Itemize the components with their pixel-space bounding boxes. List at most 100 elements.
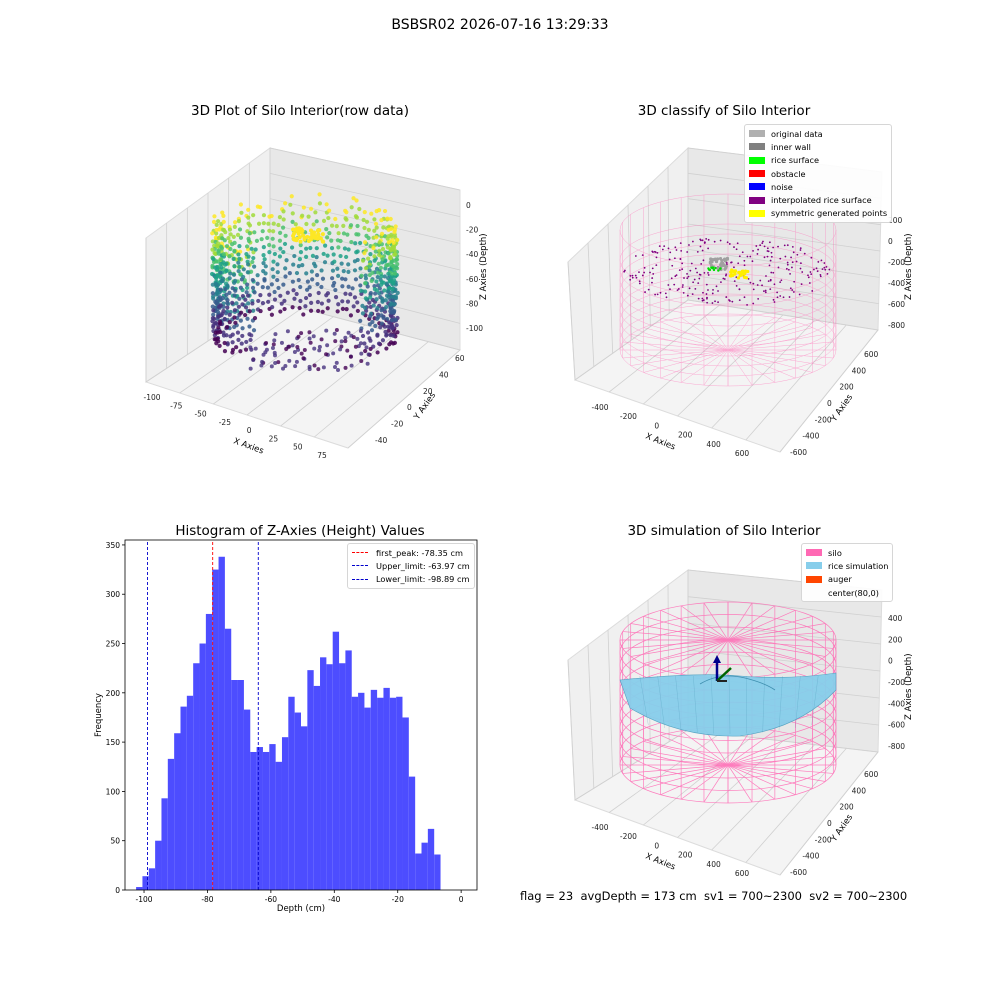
hist-bar [237, 680, 244, 890]
p1-z-tick-4: -80 [466, 299, 478, 308]
hist-ytick-7: 350 [106, 541, 121, 550]
hist-bar [332, 631, 340, 890]
hist-bar [167, 758, 175, 890]
hist-xtick-3: -40 [328, 895, 340, 904]
p4-x-tick-0: -400 [591, 823, 608, 832]
hist-xlabel: Depth (cm) [277, 904, 325, 914]
hist-ytick-6: 300 [106, 590, 121, 599]
hist-bar [307, 670, 314, 890]
histogram-frame [124, 539, 478, 891]
p1-x-tick-0: -100 [143, 393, 160, 402]
hist-bar [161, 798, 168, 890]
p2-z-tick-4: -600 [888, 300, 905, 309]
hist-bar [155, 840, 162, 890]
p2-xlabel: X Axies [644, 432, 677, 453]
p2-z-tick-1: 0 [888, 237, 893, 246]
hist-bar [294, 712, 301, 890]
p4-title: 3D simulation of Silo Interior [627, 523, 821, 539]
p4-z-tick-1: 200 [888, 635, 903, 644]
p2-y-tick-3: 0 [827, 399, 832, 408]
p4-y-tick-3: 0 [827, 819, 832, 828]
hist-bar [396, 696, 403, 890]
p2-x-tick-5: 600 [735, 449, 750, 458]
legend-entry-first-peak: first_peak: -78.35 cm [352, 546, 470, 559]
p2-x-tick-3: 200 [678, 431, 693, 440]
p4-x-tick-3: 200 [678, 851, 693, 860]
p1-x-tick-3: -25 [219, 418, 231, 427]
hist-bar [193, 663, 200, 890]
hist-ytick-0: 0 [115, 886, 120, 895]
legend-entry-lower-limit: Lower_limit: -98.89 cm [352, 573, 470, 586]
hist-bar [389, 697, 397, 890]
hist-bar [231, 680, 238, 890]
hist-bar [212, 569, 219, 890]
hist-bar [339, 663, 346, 890]
p1-z-tick-1: -20 [466, 226, 478, 235]
p1-x-tick-2: -50 [194, 410, 206, 419]
hist-bar [326, 664, 333, 890]
p4-x-tick-4: 400 [706, 860, 721, 869]
p1-x-tick-5: 25 [269, 434, 279, 443]
p1-title: 3D Plot of Silo Interior(row data) [191, 103, 409, 119]
hist-bar [148, 868, 156, 890]
legend-entry-symmetric: symmetric generated points [749, 207, 887, 220]
hist-bar [186, 695, 194, 890]
hist-bar [288, 696, 295, 890]
p1-x-tick-6: 50 [293, 443, 303, 452]
p4-zlabel: Z Axies (Depth) [904, 653, 914, 720]
p2-zlabel: Z Axies (Depth) [904, 233, 914, 300]
figure-suptitle: BSBSR02 2026-07-16 13:29:33 [391, 17, 609, 33]
hist-bar [218, 556, 225, 890]
p4-x-tick-5: 600 [735, 869, 750, 878]
p4-z-tick-6: -800 [888, 742, 905, 751]
hist-bar [199, 643, 206, 890]
classify-legend: original data inner wall rice surface ob… [744, 124, 893, 224]
hist-bar [415, 853, 422, 890]
p2-x-tick-0: -400 [591, 403, 608, 412]
rice-simulation-surface [619, 672, 837, 737]
p2-z-tick-5: -800 [888, 321, 905, 330]
simulation-3d-plot: -400 -200 0 200 400 600 -600 -400 -200 0 200 400 600… [567, 569, 914, 878]
p4-y-tick-6: 600 [864, 770, 879, 779]
p1-y-tick-2: 0 [407, 403, 412, 412]
p4-y-tick-1: -400 [802, 852, 819, 861]
p4-y-tick-4: 200 [839, 803, 854, 812]
p1-y-tick-4: 40 [439, 370, 449, 379]
legend-entry-rice-surface: rice surface [749, 154, 887, 167]
hist-bar [421, 842, 428, 890]
legend-entry-noise: noise [749, 180, 887, 193]
hist-bar [358, 692, 365, 890]
legend-entry-original-data: original data [749, 127, 887, 140]
auger-axes [713, 655, 732, 682]
histogram-legend: first_peak: -78.35 cm Upper_limit: -63.9… [347, 543, 475, 589]
hist-bar [142, 876, 149, 890]
p1-y-tick-3: 20 [423, 387, 433, 396]
p4-z-tick-5: -600 [888, 721, 905, 730]
hist-bar [427, 828, 435, 890]
status-footer: flag = 23 avgDepth = 173 cm sv1 = 700~23… [520, 889, 908, 903]
p2-y-tick-0: -600 [790, 448, 807, 457]
p4-ylabel: Y Axies [829, 812, 856, 844]
p1-x-tick-4: 0 [247, 426, 252, 435]
legend-entry-interpolated: interpolated rice surface [749, 193, 887, 206]
hist-xtick-4: -20 [392, 895, 404, 904]
legend-entry-upper-limit: Upper_limit: -63.97 cm [352, 559, 470, 572]
hist-bar [402, 717, 409, 890]
hist-ytick-3: 150 [106, 738, 121, 747]
simulation-legend: silo rice simulation auger center(80,0) [801, 543, 894, 603]
hist-ylabel: Frequency [94, 693, 104, 737]
hist-bar [180, 706, 187, 890]
p4-z-tick-2: 0 [888, 657, 893, 666]
hist-bar [275, 761, 282, 890]
hist-bar [434, 854, 441, 890]
histogram-chart: -100 -80 -60 -40 -20 0 0 50 100 150 200 250 300 350 D… [94, 539, 478, 914]
p1-y-tick-5: 60 [455, 354, 465, 363]
hist-bar [313, 685, 321, 890]
p2-z-tick-3: -400 [888, 279, 905, 288]
legend-entry-rice-simulation: rice simulation [806, 559, 888, 572]
p2-y-tick-5: 400 [852, 366, 867, 375]
p2-x-tick-2: 0 [654, 421, 659, 430]
p2-y-tick-4: 200 [839, 383, 854, 392]
hist-bar [345, 650, 352, 890]
